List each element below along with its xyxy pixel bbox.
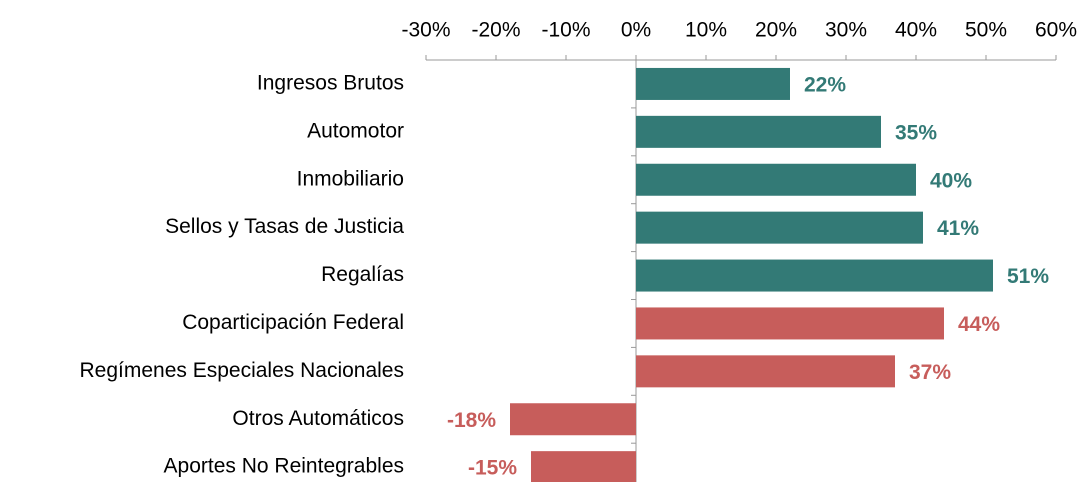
x-tick-label: 20% [755,19,797,42]
bar [510,403,636,436]
x-tick-label: -20% [471,19,520,42]
x-tick-label: -10% [541,19,590,42]
bar [636,355,895,388]
bar [636,307,944,340]
value-label: 37% [909,361,951,384]
x-tick-label: 30% [825,19,867,42]
bar [636,115,881,148]
category-label: Sellos y Tasas de Justicia [165,215,404,238]
x-tick-label: 40% [895,19,937,42]
category-label: Automotor [307,119,404,142]
category-label: Regalías [321,263,404,286]
value-label: 35% [895,121,937,144]
bar [636,67,790,100]
category-label: Ingresos Brutos [257,71,404,94]
category-label: Regímenes Especiales Nacionales [79,359,404,382]
bar [531,451,636,482]
value-label: 40% [930,169,972,192]
bar [636,211,923,244]
category-label: Otros Automáticos [232,407,404,430]
x-tick-label: 10% [685,19,727,42]
value-label: 44% [958,313,1000,336]
value-label: 22% [804,73,846,96]
category-label: Aportes No Reintegrables [164,455,404,478]
category-label: Inmobiliario [297,167,404,190]
x-tick-label: 60% [1035,19,1077,42]
value-label: 51% [1007,265,1049,288]
x-tick-label: 0% [621,19,651,42]
x-tick-label: 50% [965,19,1007,42]
bar [636,163,916,196]
value-label: 41% [937,217,979,240]
category-label: Coparticipación Federal [182,311,404,334]
x-tick-label: -30% [401,19,450,42]
bar [636,259,993,292]
value-label: -15% [468,457,517,480]
value-label: -18% [447,409,496,432]
